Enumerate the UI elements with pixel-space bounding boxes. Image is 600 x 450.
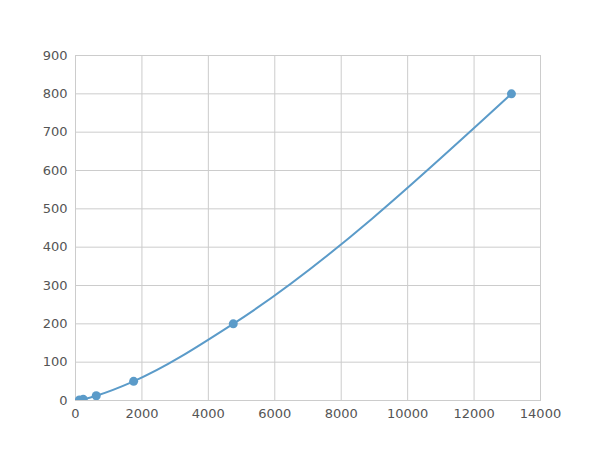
svg-text:14000: 14000	[520, 406, 561, 421]
svg-text:4000: 4000	[192, 406, 225, 421]
svg-text:100: 100	[43, 354, 68, 369]
svg-text:12000: 12000	[453, 406, 494, 421]
svg-text:500: 500	[43, 201, 68, 216]
svg-text:200: 200	[43, 316, 68, 331]
svg-text:8000: 8000	[325, 406, 358, 421]
svg-text:0: 0	[59, 393, 67, 408]
svg-text:300: 300	[43, 278, 68, 293]
svg-text:900: 900	[43, 48, 68, 63]
svg-text:800: 800	[43, 86, 68, 101]
svg-text:2000: 2000	[125, 406, 158, 421]
svg-text:6000: 6000	[258, 406, 291, 421]
svg-text:700: 700	[43, 124, 68, 139]
svg-text:10000: 10000	[387, 406, 428, 421]
svg-text:600: 600	[43, 163, 68, 178]
svg-text:0: 0	[71, 406, 79, 421]
svg-text:400: 400	[43, 239, 68, 254]
